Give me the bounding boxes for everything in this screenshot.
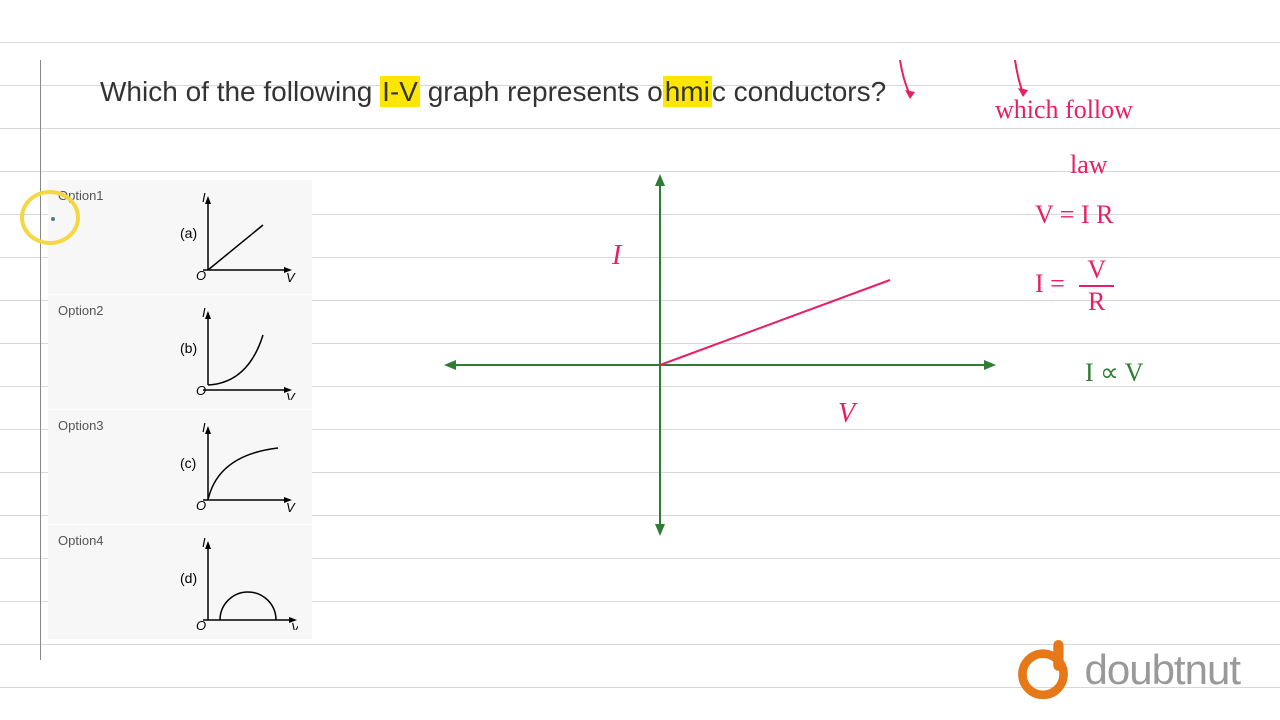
brand-logo: doubtnut bbox=[1013, 640, 1241, 700]
highlight-hmi: hmi bbox=[663, 76, 712, 107]
annotation-i-eq: I = V R bbox=[1035, 255, 1114, 317]
graph-exponential: I V O bbox=[178, 305, 298, 400]
svg-text:O: O bbox=[196, 618, 206, 630]
annotation-i-prop-v: I ∝ V bbox=[1085, 358, 1144, 388]
main-graph bbox=[440, 170, 1000, 540]
svg-text:I: I bbox=[202, 535, 206, 550]
logo-icon bbox=[1013, 640, 1073, 700]
option-4[interactable]: Option4 (d) I V O bbox=[48, 525, 312, 640]
cursor-dot bbox=[51, 217, 55, 221]
fraction-den: R bbox=[1079, 287, 1114, 317]
y-axis-label: I bbox=[612, 240, 621, 272]
graph-semicircle: I V O bbox=[178, 535, 298, 630]
annotation-v-eq-ir: V = I R bbox=[1035, 200, 1113, 230]
option-3[interactable]: Option3 (c) I V O bbox=[48, 410, 312, 525]
svg-text:V: V bbox=[286, 500, 296, 515]
x-axis-label: V bbox=[838, 398, 855, 430]
options-container: Option1 (a) I V O Option2 (b) I V O Opti… bbox=[48, 180, 312, 640]
svg-text:O: O bbox=[196, 383, 206, 398]
svg-text:O: O bbox=[196, 268, 206, 283]
question-part3: c conductors? bbox=[712, 76, 886, 107]
option-1[interactable]: Option1 (a) I V O bbox=[48, 180, 312, 295]
highlight-iv: I-V bbox=[380, 76, 420, 107]
annotation-law: law bbox=[1070, 150, 1108, 180]
fraction-num: V bbox=[1079, 255, 1114, 287]
svg-text:V: V bbox=[286, 390, 296, 400]
graph-logarithmic: I V O bbox=[178, 420, 298, 515]
logo-text: doubtnut bbox=[1085, 646, 1241, 694]
question-text: Which of the following I-V graph represe… bbox=[100, 76, 886, 108]
graph-linear: I V O bbox=[178, 190, 298, 285]
svg-text:V: V bbox=[286, 270, 296, 285]
svg-text:I: I bbox=[202, 190, 206, 205]
svg-text:O: O bbox=[196, 498, 206, 513]
annotation-arrows bbox=[895, 55, 1035, 105]
svg-text:V: V bbox=[291, 620, 298, 630]
svg-text:I: I bbox=[202, 305, 206, 320]
option-2[interactable]: Option2 (b) I V O bbox=[48, 295, 312, 410]
svg-text:I: I bbox=[202, 420, 206, 435]
i-eq-text: I = bbox=[1035, 269, 1065, 298]
selection-circle bbox=[20, 190, 80, 245]
question-part1: Which of the following bbox=[100, 76, 380, 107]
margin-line bbox=[40, 60, 41, 660]
question-part2: graph represents o bbox=[420, 76, 663, 107]
